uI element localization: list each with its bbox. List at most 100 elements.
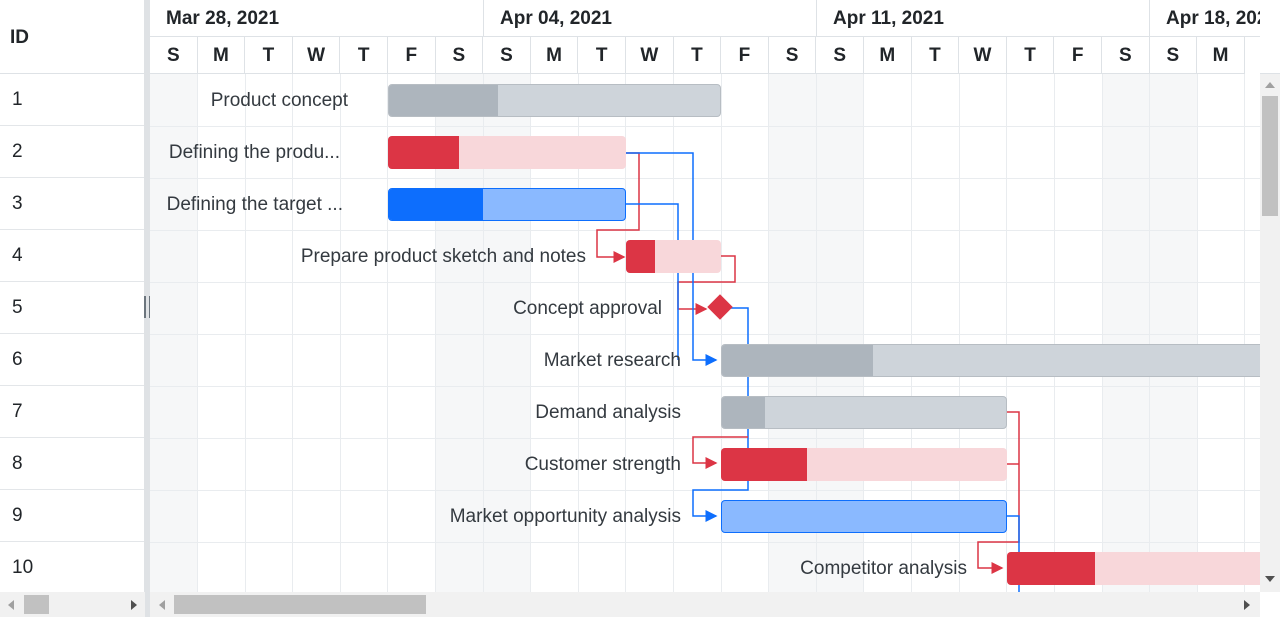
task-bar-critical[interactable] (1007, 552, 1260, 585)
dependency-link (977, 411, 1020, 574)
day-header: M (864, 37, 912, 74)
grid-row[interactable]: 8 (0, 438, 145, 490)
day-label: W (973, 45, 992, 66)
task-bar-critical[interactable] (388, 136, 626, 169)
day-header: S (150, 37, 198, 74)
day-label: T (262, 45, 275, 66)
day-header: T (340, 37, 388, 74)
day-label: T (357, 45, 370, 66)
day-header: S (1102, 37, 1150, 74)
grid-row[interactable]: 3 (0, 178, 145, 230)
dependency-link (625, 203, 679, 360)
scroll-up-icon[interactable] (1265, 82, 1275, 88)
task-progress (626, 240, 655, 273)
task-bar[interactable] (388, 188, 626, 221)
day-label: M (212, 45, 229, 66)
task-id-grid: ID 1 2 3 4 5 6 7 8 9 10 (0, 0, 145, 617)
row-id: 6 (12, 349, 23, 370)
task-bar-critical[interactable] (721, 448, 1007, 481)
task-label: Defining the produ... (168, 142, 340, 163)
day-label: F (1071, 45, 1084, 66)
day-label: M (546, 45, 562, 66)
day-header: T (673, 37, 722, 74)
task-label: Concept approval (513, 298, 662, 319)
id-column-header-label: ID (10, 27, 29, 48)
task-label: Customer strength (524, 454, 681, 475)
day-label: S (1118, 45, 1132, 66)
day-header: F (388, 37, 436, 74)
day-header: W (292, 37, 341, 74)
day-header: T (245, 37, 293, 74)
grid-row[interactable]: 2 (0, 126, 145, 178)
day-label: S (1166, 45, 1180, 66)
row-id: 9 (12, 505, 23, 526)
grid-row[interactable]: 1 (0, 74, 145, 126)
chart-horizontal-scrollbar-thumb[interactable] (174, 595, 426, 614)
task-bar-summary[interactable] (388, 84, 721, 117)
row-id: 7 (12, 401, 23, 422)
id-column-header[interactable]: ID (0, 0, 145, 74)
task-bar[interactable] (721, 500, 1007, 533)
row-id: 3 (12, 193, 23, 214)
day-label: S (500, 45, 513, 66)
day-label: S (452, 45, 466, 66)
week-header: Apr 18, 2021 (1150, 0, 1260, 37)
day-header: S (1149, 37, 1198, 74)
task-label: Competitor analysis (800, 558, 967, 579)
day-label: F (738, 45, 751, 66)
scroll-left-icon[interactable] (159, 600, 165, 610)
dependency-link (692, 307, 749, 522)
header-corner (1260, 0, 1280, 74)
grid-row[interactable]: 10 (0, 542, 145, 594)
task-bar-critical[interactable] (626, 240, 721, 273)
week-header: Apr 04, 2021 (484, 0, 817, 37)
task-progress (389, 85, 499, 116)
week-label: Apr 18, 2021 (1166, 8, 1260, 29)
week-label: Apr 04, 2021 (500, 8, 612, 29)
grid-splitter[interactable] (144, 0, 150, 617)
task-progress (722, 345, 873, 376)
scroll-down-icon[interactable] (1265, 576, 1275, 582)
grid-row[interactable]: 7 (0, 386, 145, 438)
scroll-right-icon[interactable] (131, 600, 137, 610)
week-label: Mar 28, 2021 (166, 8, 280, 29)
grid-horizontal-scrollbar[interactable] (0, 592, 145, 617)
weekend-column (1150, 74, 1198, 592)
task-label: Defining the target ... (166, 194, 343, 215)
row-id: 5 (12, 297, 23, 318)
day-label: W (640, 45, 659, 66)
vertical-scrollbar-thumb[interactable] (1262, 96, 1278, 216)
task-bar-summary[interactable] (721, 344, 1260, 377)
day-header: W (959, 37, 1007, 74)
day-header: M (530, 37, 579, 74)
day-header: S (816, 37, 864, 74)
task-label: Product concept (210, 90, 348, 111)
dependency-link (677, 255, 736, 315)
grid-row[interactable]: 4 (0, 230, 145, 282)
row-id: 8 (12, 453, 23, 474)
task-label: Prepare product sketch and notes (300, 246, 586, 267)
scroll-right-icon[interactable] (1244, 600, 1250, 610)
grid-horizontal-scrollbar-thumb[interactable] (24, 595, 49, 614)
day-header: M (1197, 37, 1245, 74)
grid-row[interactable]: 9 (0, 490, 145, 542)
task-progress (1007, 552, 1096, 585)
day-header: S (768, 37, 817, 74)
grid-row[interactable]: 6 (0, 334, 145, 386)
task-progress (388, 136, 460, 169)
day-header: T (578, 37, 626, 74)
day-label: M (879, 45, 896, 66)
task-progress (722, 397, 765, 428)
day-header: F (1054, 37, 1102, 74)
scrollbar-corner (1260, 592, 1280, 617)
day-label: W (307, 45, 326, 66)
scroll-left-icon[interactable] (8, 600, 14, 610)
task-bar-summary[interactable] (721, 396, 1007, 429)
weekend-column (150, 74, 198, 592)
task-label: Market opportunity analysis (449, 506, 681, 527)
week-header: Apr 11, 2021 (817, 0, 1150, 37)
day-header: F (721, 37, 769, 74)
week-header: Mar 28, 2021 (150, 0, 484, 37)
grid-row[interactable]: 5 (0, 282, 145, 334)
task-label: Demand analysis (535, 402, 681, 423)
